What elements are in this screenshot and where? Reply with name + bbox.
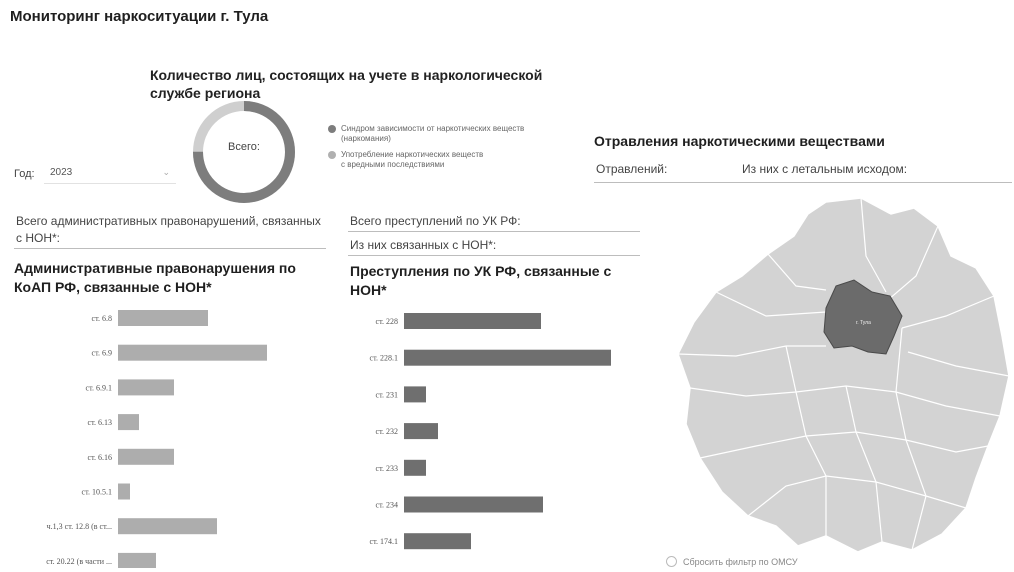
bar-label: ст. 6.9 bbox=[92, 349, 112, 358]
year-label: Год: bbox=[14, 168, 35, 180]
bar[interactable] bbox=[404, 423, 438, 440]
bar[interactable] bbox=[118, 414, 139, 431]
reset-filter-button[interactable]: Сбросить фильтр по ОМСУ bbox=[666, 556, 798, 567]
bar-label: ст. 228 bbox=[376, 317, 398, 326]
bar-label: ст. 231 bbox=[376, 390, 398, 399]
bar[interactable] bbox=[118, 379, 174, 396]
bar-label: ст. 228.1 bbox=[370, 354, 398, 363]
poisoning-lethal-label: Из них с летальным исходом: bbox=[742, 162, 908, 176]
admin-bar-chart: ст. 6.8 ст. 6.9 ст. 6.9.1 ст. 6.13 ст. 6.16 с… bbox=[46, 310, 267, 568]
map-region-outline bbox=[677, 197, 1010, 553]
legend-item-addiction[interactable]: Синдром зависимости от наркотических вещ… bbox=[328, 124, 558, 144]
bar-label: ст. 20.22 (в части ... bbox=[46, 557, 112, 566]
bar-label: ст. 6.16 bbox=[88, 453, 112, 462]
legend-text-addiction: Синдром зависимости от наркотических вещ… bbox=[341, 124, 525, 143]
registry-donut[interactable] bbox=[190, 98, 298, 206]
bar-label: ст. 6.8 bbox=[92, 314, 112, 323]
region-map[interactable]: г. Тула bbox=[676, 196, 1014, 556]
bar[interactable] bbox=[118, 518, 217, 535]
crimes-bar-chart: ст. 228 ст. 228.1 ст. 231 ст. 232 ст. 233 ст.… bbox=[370, 313, 611, 550]
bar-label: ст. 234 bbox=[376, 501, 398, 510]
crimes-total-label: Всего преступлений по УК РФ: bbox=[350, 214, 521, 228]
admin-chart-title: Административные правонарушения по КоАП … bbox=[14, 260, 296, 295]
bar-label: ст. 6.9.1 bbox=[86, 383, 112, 392]
bar[interactable] bbox=[404, 349, 611, 366]
chevron-down-icon: ⌄ bbox=[162, 167, 170, 177]
donut-center-label: Всего: bbox=[228, 141, 260, 153]
reset-icon bbox=[666, 556, 677, 567]
bar-label: ст. 10.5.1 bbox=[82, 488, 112, 497]
legend-item-harmful-use[interactable]: Употребление наркотических веществ с вре… bbox=[328, 150, 558, 170]
bar[interactable] bbox=[404, 496, 543, 513]
registry-legend: Синдром зависимости от наркотических вещ… bbox=[328, 124, 558, 176]
bar-label: ч.1,3 ст. 12.8 (в ст... bbox=[47, 522, 112, 531]
year-value: 2023 bbox=[50, 167, 73, 178]
bar[interactable] bbox=[118, 483, 130, 500]
bar[interactable] bbox=[118, 552, 156, 568]
poisoning-total-label: Отравлений: bbox=[596, 162, 668, 176]
bar[interactable] bbox=[404, 533, 471, 550]
bar[interactable] bbox=[404, 313, 541, 329]
crimes-chart-title: Преступления по УК РФ, связанные с НОН* bbox=[350, 263, 612, 298]
bar-label: ст. 232 bbox=[376, 427, 398, 436]
poisoning-title: Отравления наркотическими веществами bbox=[594, 133, 885, 149]
map-city-label: г. Тула bbox=[856, 320, 871, 326]
bar-label: ст. 6.13 bbox=[88, 418, 112, 427]
bar[interactable] bbox=[118, 344, 267, 361]
bar[interactable] bbox=[404, 459, 426, 476]
bar[interactable] bbox=[118, 448, 174, 465]
bar-label: ст. 233 bbox=[376, 464, 398, 473]
registry-title: Количество лиц, состоящих на учете в нар… bbox=[150, 67, 543, 101]
legend-dot-harmful-use bbox=[328, 151, 336, 159]
crimes-related-label: Из них связанных с НОН*: bbox=[350, 238, 497, 252]
reset-filter-label: Сбросить фильтр по ОМСУ bbox=[683, 556, 798, 567]
legend-dot-addiction bbox=[328, 125, 336, 133]
crimes-total-divider bbox=[348, 231, 640, 232]
crimes-related-divider bbox=[348, 255, 640, 256]
admin-divider bbox=[14, 248, 326, 249]
legend-text-harmful-use: Употребление наркотических веществ с вре… bbox=[341, 150, 484, 169]
bar[interactable] bbox=[404, 386, 426, 403]
page-title: Мониторинг наркоситуации г. Тула bbox=[10, 8, 269, 25]
bar[interactable] bbox=[118, 310, 208, 326]
year-select[interactable]: 2023 ⌄ bbox=[44, 162, 176, 184]
map-district-borders bbox=[677, 197, 1010, 551]
map-tula-highlight bbox=[823, 279, 903, 355]
bar-label: ст. 174.1 bbox=[370, 537, 398, 546]
poisoning-divider bbox=[594, 182, 1012, 183]
admin-total-label: Всего административных правонарушений, с… bbox=[16, 214, 321, 245]
donut-segment-addiction bbox=[193, 101, 295, 203]
